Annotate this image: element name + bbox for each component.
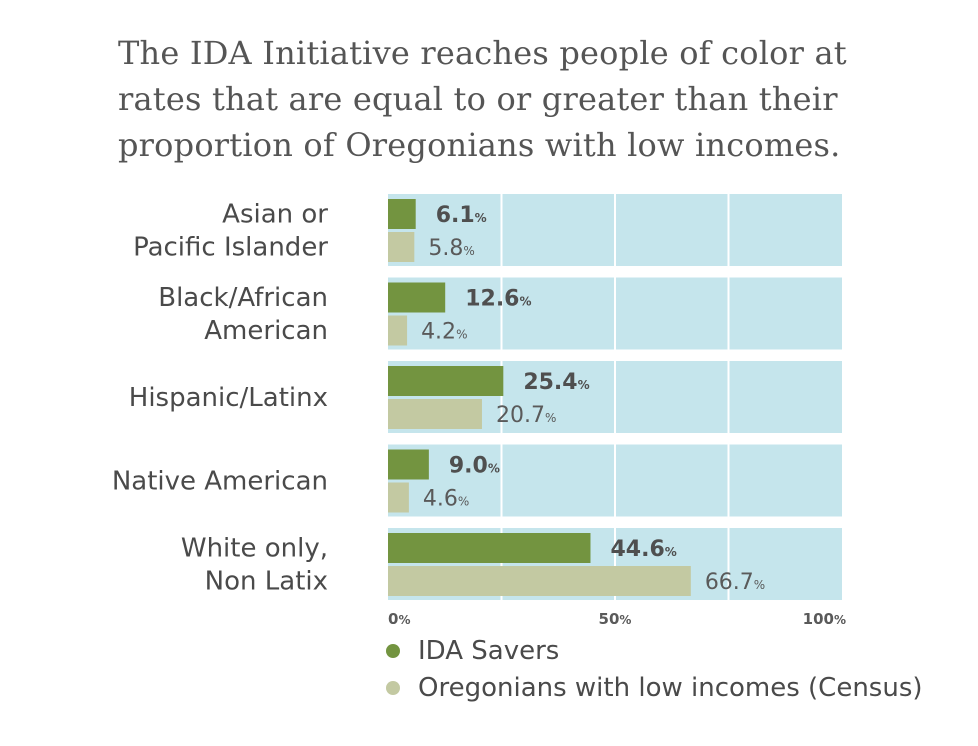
data-label-census: 5.8% — [428, 236, 474, 261]
category-label: Asian or Pacific Islander — [133, 200, 328, 263]
bar-census — [388, 315, 408, 346]
tick-label: 50% — [599, 610, 632, 628]
bar-ida-savers — [388, 366, 504, 396]
category-label: Black/African American — [158, 283, 328, 346]
data-label-ida-savers: 44.6% — [610, 537, 676, 562]
bar-ida-savers — [388, 533, 591, 563]
data-label-ida-savers: 9.0% — [449, 454, 500, 479]
chart-title: The IDA Initiative reaches people of col… — [118, 34, 847, 164]
legend-swatch-census — [386, 681, 400, 695]
category-label: White only, Non Latix — [181, 534, 328, 597]
data-label-ida-savers: 12.6% — [465, 287, 531, 312]
bar-census — [388, 399, 482, 429]
legend-item-ida-savers: IDA Savers — [386, 636, 559, 666]
data-label-census: 66.7% — [705, 570, 765, 595]
tick-label: 100% — [803, 610, 846, 628]
legend-item-census: Oregonians with low incomes (Census) — [386, 673, 923, 703]
bar-ida-savers — [388, 449, 429, 480]
bar-census — [388, 482, 409, 513]
data-label-ida-savers: 25.4% — [523, 370, 589, 395]
category-label: Hispanic/Latinx — [129, 383, 328, 413]
bar-ida-savers — [388, 199, 416, 229]
legend-label-ida-savers: IDA Savers — [418, 636, 560, 666]
category-label: Native American — [112, 467, 328, 497]
bar-ida-savers — [388, 282, 446, 313]
data-label-census: 20.7% — [496, 403, 556, 428]
bar-census — [388, 232, 415, 262]
bar-census — [388, 566, 691, 596]
legend-swatch-ida-savers — [386, 644, 400, 658]
data-label-ida-savers: 6.1% — [436, 203, 487, 228]
tick-label: 0% — [388, 610, 410, 628]
data-label-census: 4.6% — [423, 487, 469, 512]
legend-label-census: Oregonians with low incomes (Census) — [418, 673, 923, 703]
data-label-census: 4.2% — [421, 320, 467, 345]
